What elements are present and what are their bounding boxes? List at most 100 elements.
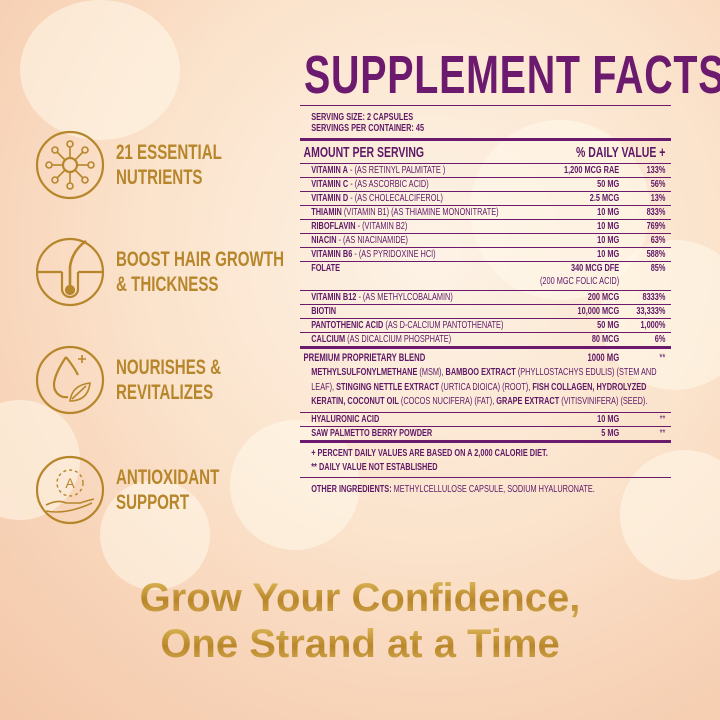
extra-amount: 5 MG: [601, 426, 620, 439]
nutrient-name: PANTOTHENIC ACID (AS D-CALCIUM PANTOTHEN…: [311, 319, 528, 332]
nutrient-row: VITAMIN B12 - (AS METHYLCOBALAMIN) 200 MC…: [300, 290, 671, 304]
extra-row: SAW PALMETTO BERRY POWDER 5 MG **: [300, 425, 671, 440]
footnotes: + PERCENT DAILY VALUES ARE BASED ON A 2,…: [300, 443, 671, 477]
other-ingredients-value: METHYLCELLULOSE CAPSULE, SODIUM HYALURON…: [391, 482, 595, 495]
nutrient-row: VITAMIN B6 - (AS PYRIDOXINE HCI) 10 MG 588…: [300, 247, 671, 261]
extra-row: HYALURONIC ACID 10 MG **: [300, 411, 671, 426]
nutrient-label: FOLATE: [311, 262, 341, 274]
nutrient-label: CALCIUM: [311, 333, 346, 345]
amount-per-serving-heading: AMOUNT PER SERVING: [303, 144, 425, 161]
other-ingredients-label: OTHER INGREDIENTS:: [311, 482, 392, 495]
nutrient-name: RIBOFLAVIN - (VITAMIN B2): [311, 220, 528, 233]
nutrient-label: VITAMIN C: [311, 178, 349, 190]
blend-dv: **: [659, 352, 666, 364]
nutrient-label: NIACIN: [311, 234, 337, 246]
amount-value: 2.5 MCG: [589, 192, 620, 204]
nutrient-daily-value: 85%: [650, 262, 666, 274]
nutrient-row: FOLATE 340 MCG DFE (200 MGC FOLIC ACID) 85%: [300, 261, 671, 290]
nutrient-daily-value: 33,333%: [636, 305, 666, 317]
nutrient-daily-value: 769%: [646, 220, 666, 232]
nutrient-name: VITAMIN A - (AS RETINYL PALMITATE ): [311, 164, 528, 177]
blend-name: PREMIUM PROPRIETARY BLEND: [303, 352, 426, 364]
nutrient-label: VITAMIN A: [311, 164, 348, 176]
blend-ingredient-detail: (MSM),: [417, 366, 446, 378]
other-ingredients: OTHER INGREDIENTS: METHYLCELLULOSE CAPSU…: [300, 478, 671, 496]
svg-text:A: A: [65, 475, 75, 491]
proprietary-blend-row: PREMIUM PROPRIETARY BLEND 1000 MG **: [300, 349, 671, 365]
extra-dv: **: [659, 412, 666, 425]
feature-line: SUPPORT: [116, 491, 190, 514]
blend-amount: 1000 MG: [587, 352, 620, 364]
daily-value-heading: % DAILY VALUE +: [576, 144, 666, 161]
tagline-line-2: One Strand at a Time: [0, 622, 720, 666]
amount-note: (200 MGC FOLIC ACID): [539, 275, 620, 287]
nutrient-row: RIBOFLAVIN - (VITAMIN B2) 10 MG 769%: [300, 219, 671, 233]
blend-ingredient: METHYLSULFONYLMETHANE: [311, 366, 418, 378]
footnote: + PERCENT DAILY VALUES ARE BASED ON A 2,…: [311, 446, 548, 459]
blend-ingredient-detail: (COCOS NUCIFERA) (FAT),: [398, 395, 497, 407]
nutrient-amount: 10 MG: [528, 248, 619, 261]
serving-size: SERVING SIZE: 2 CAPSULES: [311, 111, 414, 123]
amount-value: 80 MCG: [591, 333, 620, 345]
molecule-icon: [36, 130, 105, 200]
nutrient-row: CALCIUM (AS DICALCIUM PHOSPHATE) 80 MCG 6%: [300, 332, 671, 346]
feature-line: & THICKNESS: [116, 273, 219, 296]
blend-ingredient-detail: (PHYLLOSTACHYS EDULIS) (STEM AND LEAF),: [311, 366, 657, 393]
nutrient-daily-value: 588%: [646, 248, 666, 260]
nutrient-detail: - (AS METHYLCOBALAMIN): [356, 291, 453, 303]
nutrient-daily-value: 1,000%: [640, 319, 666, 331]
blend-ingredient: STINGING NETTLE EXTRACT: [336, 380, 440, 393]
nutrient-name: CALCIUM (AS DICALCIUM PHOSPHATE): [311, 333, 528, 346]
feature-hair-growth: BOOST HAIR GROWTH & THICKNESS: [36, 237, 336, 309]
nutrient-label: VITAMIN D: [311, 192, 349, 204]
nutrient-row: VITAMIN C - (AS ASCORBIC ACID) 50 MG 56%: [300, 177, 671, 191]
nutrient-name: NIACIN - (AS NIACINAMIDE): [311, 234, 528, 247]
nutrient-detail: - (AS RETINYL PALMITATE ): [347, 164, 446, 176]
facts-header: AMOUNT PER SERVING % DAILY VALUE +: [300, 141, 671, 163]
nutrient-detail: (VITAMIN B1) (AS THIAMINE MONONITRATE): [341, 206, 499, 218]
nutrient-name: VITAMIN D - (AS CHOLECALCIFEROL): [311, 192, 528, 205]
amount-value: 10 MG: [597, 220, 620, 232]
nutrient-detail: - (AS ASCORBIC ACID): [348, 178, 429, 190]
hair-follicle-icon: [36, 237, 105, 307]
nutrient-daily-value: 8333%: [642, 291, 666, 303]
amount-value: 200 MCG: [587, 291, 620, 303]
nutrient-name: FOLATE: [311, 262, 528, 290]
nutrient-label: THIAMIN: [311, 206, 342, 218]
blend-ingredients: METHYLSULFONYLMETHANE (MSM), BAMBOO EXTR…: [300, 365, 671, 412]
nutrient-detail: - (AS NIACINAMIDE): [336, 234, 408, 246]
nutrient-label: PANTOTHENIC ACID: [311, 319, 384, 331]
feature-line: NUTRIENTS: [116, 166, 203, 189]
extra-name: HYALURONIC ACID: [311, 412, 380, 425]
nutrient-label: VITAMIN B12: [311, 291, 357, 303]
nutrient-row: THIAMIN (VITAMIN B1) (AS THIAMINE MONONI…: [300, 205, 671, 219]
nutrient-detail: (AS DICALCIUM PHOSPHATE): [345, 333, 452, 345]
feature-antioxidant: A ANTIOXIDANT SUPPORT: [36, 455, 336, 527]
nutrient-amount: 50 MG: [528, 319, 619, 332]
nutrient-amount: 50 MG: [528, 178, 619, 191]
amount-value: 1,200 MCG RAE: [564, 164, 620, 176]
amount-value: 340 MCG DFE: [570, 262, 620, 274]
nutrient-amount: 10 MG: [528, 220, 619, 233]
blend-ingredient: FISH COLLAGEN, HYDROLYZED KERATIN, COCON…: [311, 380, 647, 408]
amount-value: 10 MG: [597, 206, 620, 218]
extra-amount: 10 MG: [597, 412, 620, 425]
nutrient-name: VITAMIN B6 - (AS PYRIDOXINE HCI): [311, 248, 528, 261]
nutrient-amount: 200 MCG: [528, 291, 619, 304]
nutrient-amount: 2.5 MCG: [528, 192, 619, 205]
nutrient-daily-value: 6%: [654, 333, 666, 345]
extra-name: SAW PALMETTO BERRY POWDER: [311, 426, 433, 439]
antioxidant-hand-icon: A: [36, 455, 105, 525]
feature-nutrients: 21 ESSENTIAL NUTRIENTS: [36, 130, 336, 202]
nutrient-row: VITAMIN D - (AS CHOLECALCIFEROL) 2.5 MCG 1…: [300, 191, 671, 205]
nutrient-name: VITAMIN B12 - (AS METHYLCOBALAMIN): [311, 291, 528, 304]
nutrient-label: RIBOFLAVIN: [311, 220, 356, 232]
nutrient-daily-value: 833%: [646, 206, 666, 218]
nutrient-label: VITAMIN B6: [311, 248, 353, 260]
amount-value: 10 MG: [597, 248, 620, 260]
amount-value: 10,000 MCG: [577, 305, 620, 317]
nutrient-label: BIOTIN: [311, 305, 337, 317]
nutrient-amount: 1,200 MCG RAE: [528, 164, 619, 177]
nutrient-row: BIOTIN 10,000 MCG 33,333%: [300, 304, 671, 318]
nutrient-detail: - (AS PYRIDOXINE HCI): [352, 248, 436, 260]
